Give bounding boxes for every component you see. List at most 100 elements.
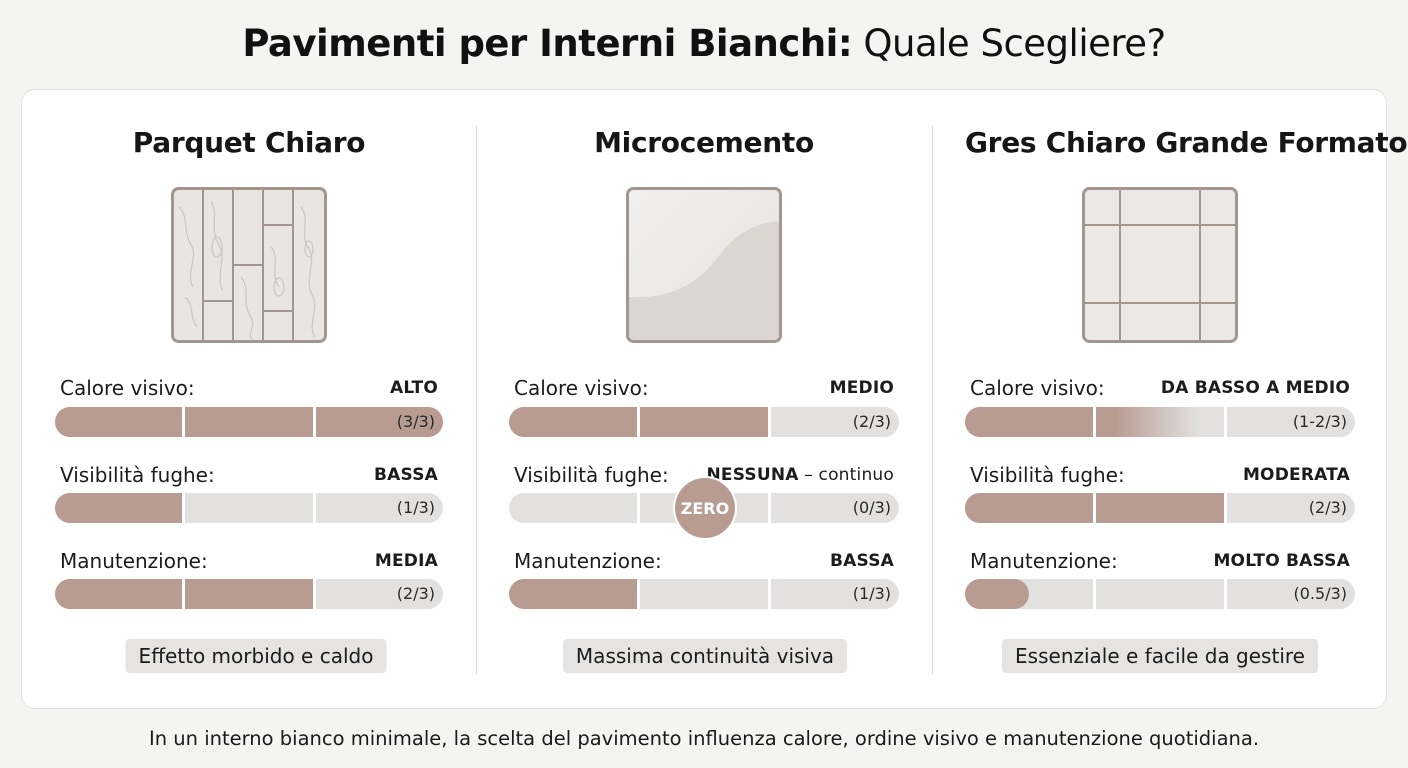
- rating-fill: [1096, 493, 1224, 523]
- rating-segment: [1096, 407, 1224, 437]
- rating-segment: [185, 407, 313, 437]
- rating-fill-gradient: [1096, 407, 1224, 437]
- rating-fill: [315, 407, 443, 437]
- column-divider: [476, 126, 477, 674]
- summary-tag: Massima continuità visiva: [562, 639, 848, 673]
- metric-value: MODERATA: [1243, 465, 1350, 485]
- zero-badge: ZERO: [675, 478, 735, 538]
- rating-bar: (1/3): [55, 493, 443, 523]
- metric-header: Visibilità fughe: MODERATA: [965, 463, 1355, 489]
- column-title: Microcemento: [594, 126, 814, 159]
- rating-segment: [640, 407, 768, 437]
- rating-fill: [55, 407, 183, 437]
- metric-value-text: MEDIA: [374, 551, 438, 571]
- microcement-surface-icon: [626, 187, 782, 343]
- rating-segment: [509, 493, 637, 523]
- column-divider: [932, 126, 933, 674]
- rating-fraction: (1/3): [852, 584, 891, 603]
- rating-segment: [771, 579, 899, 609]
- rating-bar: (1/3): [509, 579, 899, 609]
- rating-segment: [640, 579, 768, 609]
- metric-label: Visibilità fughe:: [970, 463, 1125, 487]
- column-title: Parquet Chiaro: [132, 126, 366, 159]
- column-microcemento: Microcemento Calore visivo: MEDIO (2/3) Vis…: [509, 90, 899, 710]
- metric-value: MOLTO BASSA: [1213, 551, 1350, 571]
- metric-value-text: MODERATA: [1242, 465, 1350, 485]
- metric-value: MEDIO: [830, 378, 894, 398]
- metric-header: Manutenzione: MEDIA: [55, 549, 443, 575]
- rating-segment: [55, 407, 183, 437]
- rating-bar: (3/3): [55, 407, 443, 437]
- rating-fill: [640, 407, 768, 437]
- rating-segment: [185, 579, 313, 609]
- rating-fill: [185, 579, 313, 609]
- rating-segment: [965, 493, 1093, 523]
- metric-value-text: NESSUNA: [706, 465, 799, 485]
- metric-value: DA BASSO A MEDIO: [1161, 378, 1350, 398]
- rating-segment: [1227, 493, 1355, 523]
- rating-fraction: (0/3): [852, 498, 891, 517]
- rating-segment: [315, 579, 443, 609]
- metric-header: Visibilità fughe: NESSUNA – continuo: [509, 463, 899, 489]
- rating-segment: [1096, 493, 1224, 523]
- metric-value: MEDIA: [375, 551, 438, 571]
- rating-fill: [965, 407, 1093, 437]
- metric-label: Manutenzione:: [60, 549, 208, 573]
- rating-fill: [509, 407, 637, 437]
- metric-value: BASSA: [830, 551, 894, 571]
- rating-fraction: (2/3): [1308, 498, 1347, 517]
- large-format-tiles-icon: [1082, 187, 1238, 343]
- metric-value-text: MEDIO: [829, 378, 894, 398]
- rating-fraction: (1/3): [396, 498, 435, 517]
- metric-value-extra: – continuo: [798, 465, 894, 485]
- rating-bar: (2/3): [55, 579, 443, 609]
- rating-segment: [55, 579, 183, 609]
- rating-segment: [1096, 579, 1224, 609]
- rating-fill: [185, 407, 313, 437]
- rating-fraction: (2/3): [852, 412, 891, 431]
- rating-segment: [315, 493, 443, 523]
- metric-value: NESSUNA – continuo: [706, 465, 894, 485]
- metric-header: Calore visivo: ALTO: [55, 376, 443, 402]
- metric-value-text: MOLTO BASSA: [1213, 551, 1350, 571]
- rating-segment: [965, 407, 1093, 437]
- rating-bar: (2/3): [965, 493, 1355, 523]
- metric-header: Calore visivo: DA BASSO A MEDIO: [965, 376, 1355, 402]
- metric-label: Visibilità fughe:: [514, 463, 669, 487]
- metric-label: Calore visivo:: [514, 376, 649, 400]
- rating-bar: (0.5/3): [965, 579, 1355, 609]
- rating-fraction: (0.5/3): [1293, 584, 1348, 603]
- metric-header: Visibilità fughe: BASSA: [55, 463, 443, 489]
- metric-label: Manutenzione:: [970, 549, 1118, 573]
- rating-segment: [771, 407, 899, 437]
- rating-segment: [1227, 579, 1355, 609]
- column-gres: Gres Chiaro Grande Formato Calore visivo…: [965, 90, 1408, 710]
- metric-value-text: BASSA: [830, 551, 894, 571]
- rating-fraction: (1-2/3): [1292, 412, 1347, 431]
- metric-value-text: DA BASSO A MEDIO: [1160, 378, 1350, 398]
- rating-segment: [509, 579, 637, 609]
- metric-label: Calore visivo:: [60, 376, 195, 400]
- metric-value: BASSA: [374, 465, 438, 485]
- title-light: Quale Scegliere?: [863, 22, 1166, 65]
- metric-label: Visibilità fughe:: [60, 463, 215, 487]
- rating-segment: [509, 407, 637, 437]
- rating-fraction: (2/3): [396, 584, 435, 603]
- rating-fill: [55, 493, 183, 523]
- rating-segment: [771, 493, 899, 523]
- comparison-card: Parquet Chiaro: [21, 89, 1408, 710]
- metric-value-text: BASSA: [374, 465, 438, 485]
- rating-segment: [315, 407, 443, 437]
- summary-tag: Essenziale e facile da gestire: [1002, 639, 1318, 673]
- metric-value: ALTO: [390, 378, 438, 398]
- rating-fill: [965, 579, 1029, 609]
- rating-bar: (1-2/3): [965, 407, 1355, 437]
- rating-fill: [55, 579, 183, 609]
- rating-fill: [965, 493, 1093, 523]
- metric-header: Manutenzione: MOLTO BASSA: [965, 549, 1355, 575]
- metric-value-text: ALTO: [389, 378, 438, 398]
- metric-label: Calore visivo:: [970, 376, 1105, 400]
- column-title: Gres Chiaro Grande Formato: [965, 126, 1408, 159]
- summary-tag: Effetto morbido e caldo: [125, 639, 387, 673]
- title-bold: Pavimenti per Interni Bianchi:: [242, 22, 853, 65]
